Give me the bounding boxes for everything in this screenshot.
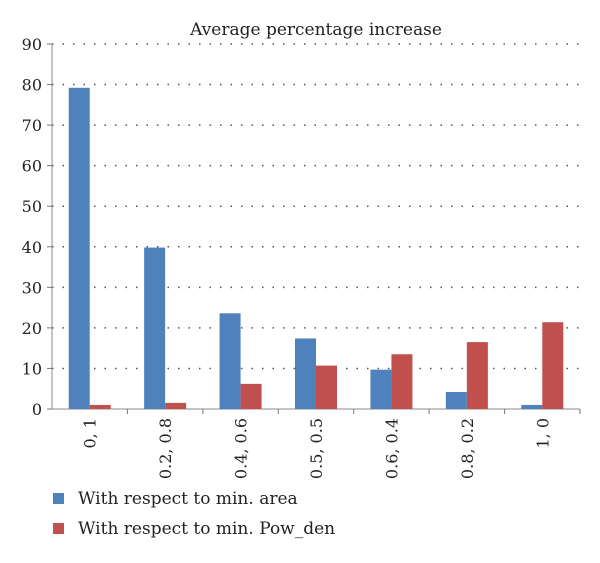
bar-min-pow-den-4 — [391, 354, 413, 409]
y-tick-label: 30 — [22, 278, 42, 297]
legend-swatch-min-pow-den — [53, 523, 64, 534]
bar-min-area-5 — [445, 391, 467, 409]
x-tick-label: 0, 1 — [81, 418, 100, 449]
legend-label-min-pow-den: With respect to min. Pow_den — [78, 519, 335, 539]
y-tick-label: 50 — [22, 197, 42, 216]
legend: With respect to min. area With respect t… — [53, 489, 335, 539]
bar-min-pow-den-5 — [466, 342, 488, 409]
bar-min-pow-den-3 — [316, 365, 337, 409]
y-tick-label: 90 — [22, 35, 42, 54]
x-tick-label: 1, 0 — [533, 418, 552, 449]
x-tick-label: 0.8, 0.2 — [458, 418, 477, 479]
bar-min-area-6 — [521, 404, 543, 409]
legend-label-min-area: With respect to min. area — [78, 489, 298, 509]
y-tick-label: 20 — [22, 319, 42, 338]
y-axis-ticks: 0 10 20 30 40 50 60 70 80 90 — [22, 35, 42, 419]
y-tick-label: 80 — [22, 76, 42, 95]
bar-min-pow-den-2 — [240, 383, 262, 409]
gridlines — [52, 43, 580, 370]
bar-min-area-0 — [68, 87, 90, 410]
bar-min-area-2 — [219, 313, 241, 409]
bar-min-pow-den-1 — [165, 402, 187, 409]
x-tick-label: 0.5, 0.5 — [307, 418, 326, 479]
y-tick-label: 60 — [22, 157, 42, 176]
bar-min-area-3 — [295, 338, 316, 409]
y-tick-label: 10 — [22, 359, 42, 378]
y-tick-label: 70 — [22, 116, 42, 135]
bars — [68, 87, 564, 410]
chart-title: Average percentage increase — [189, 20, 442, 40]
x-axis-ticks: 0, 1 0.2, 0.8 0.4, 0.6 0.5, 0.5 0.6, 0.4 0.8,… — [81, 418, 553, 479]
bar-min-pow-den-6 — [542, 322, 564, 409]
legend-swatch-min-area — [53, 493, 64, 504]
bar-min-area-4 — [370, 369, 392, 409]
x-tick-label: 0.2, 0.8 — [156, 418, 175, 479]
x-tick-label: 0.6, 0.4 — [382, 418, 401, 479]
y-tick-label: 40 — [22, 238, 42, 257]
x-tick-label: 0.4, 0.6 — [232, 418, 251, 479]
bar-min-area-1 — [144, 247, 166, 409]
bar-min-pow-den-0 — [89, 404, 111, 409]
y-tick-label: 0 — [32, 400, 42, 419]
